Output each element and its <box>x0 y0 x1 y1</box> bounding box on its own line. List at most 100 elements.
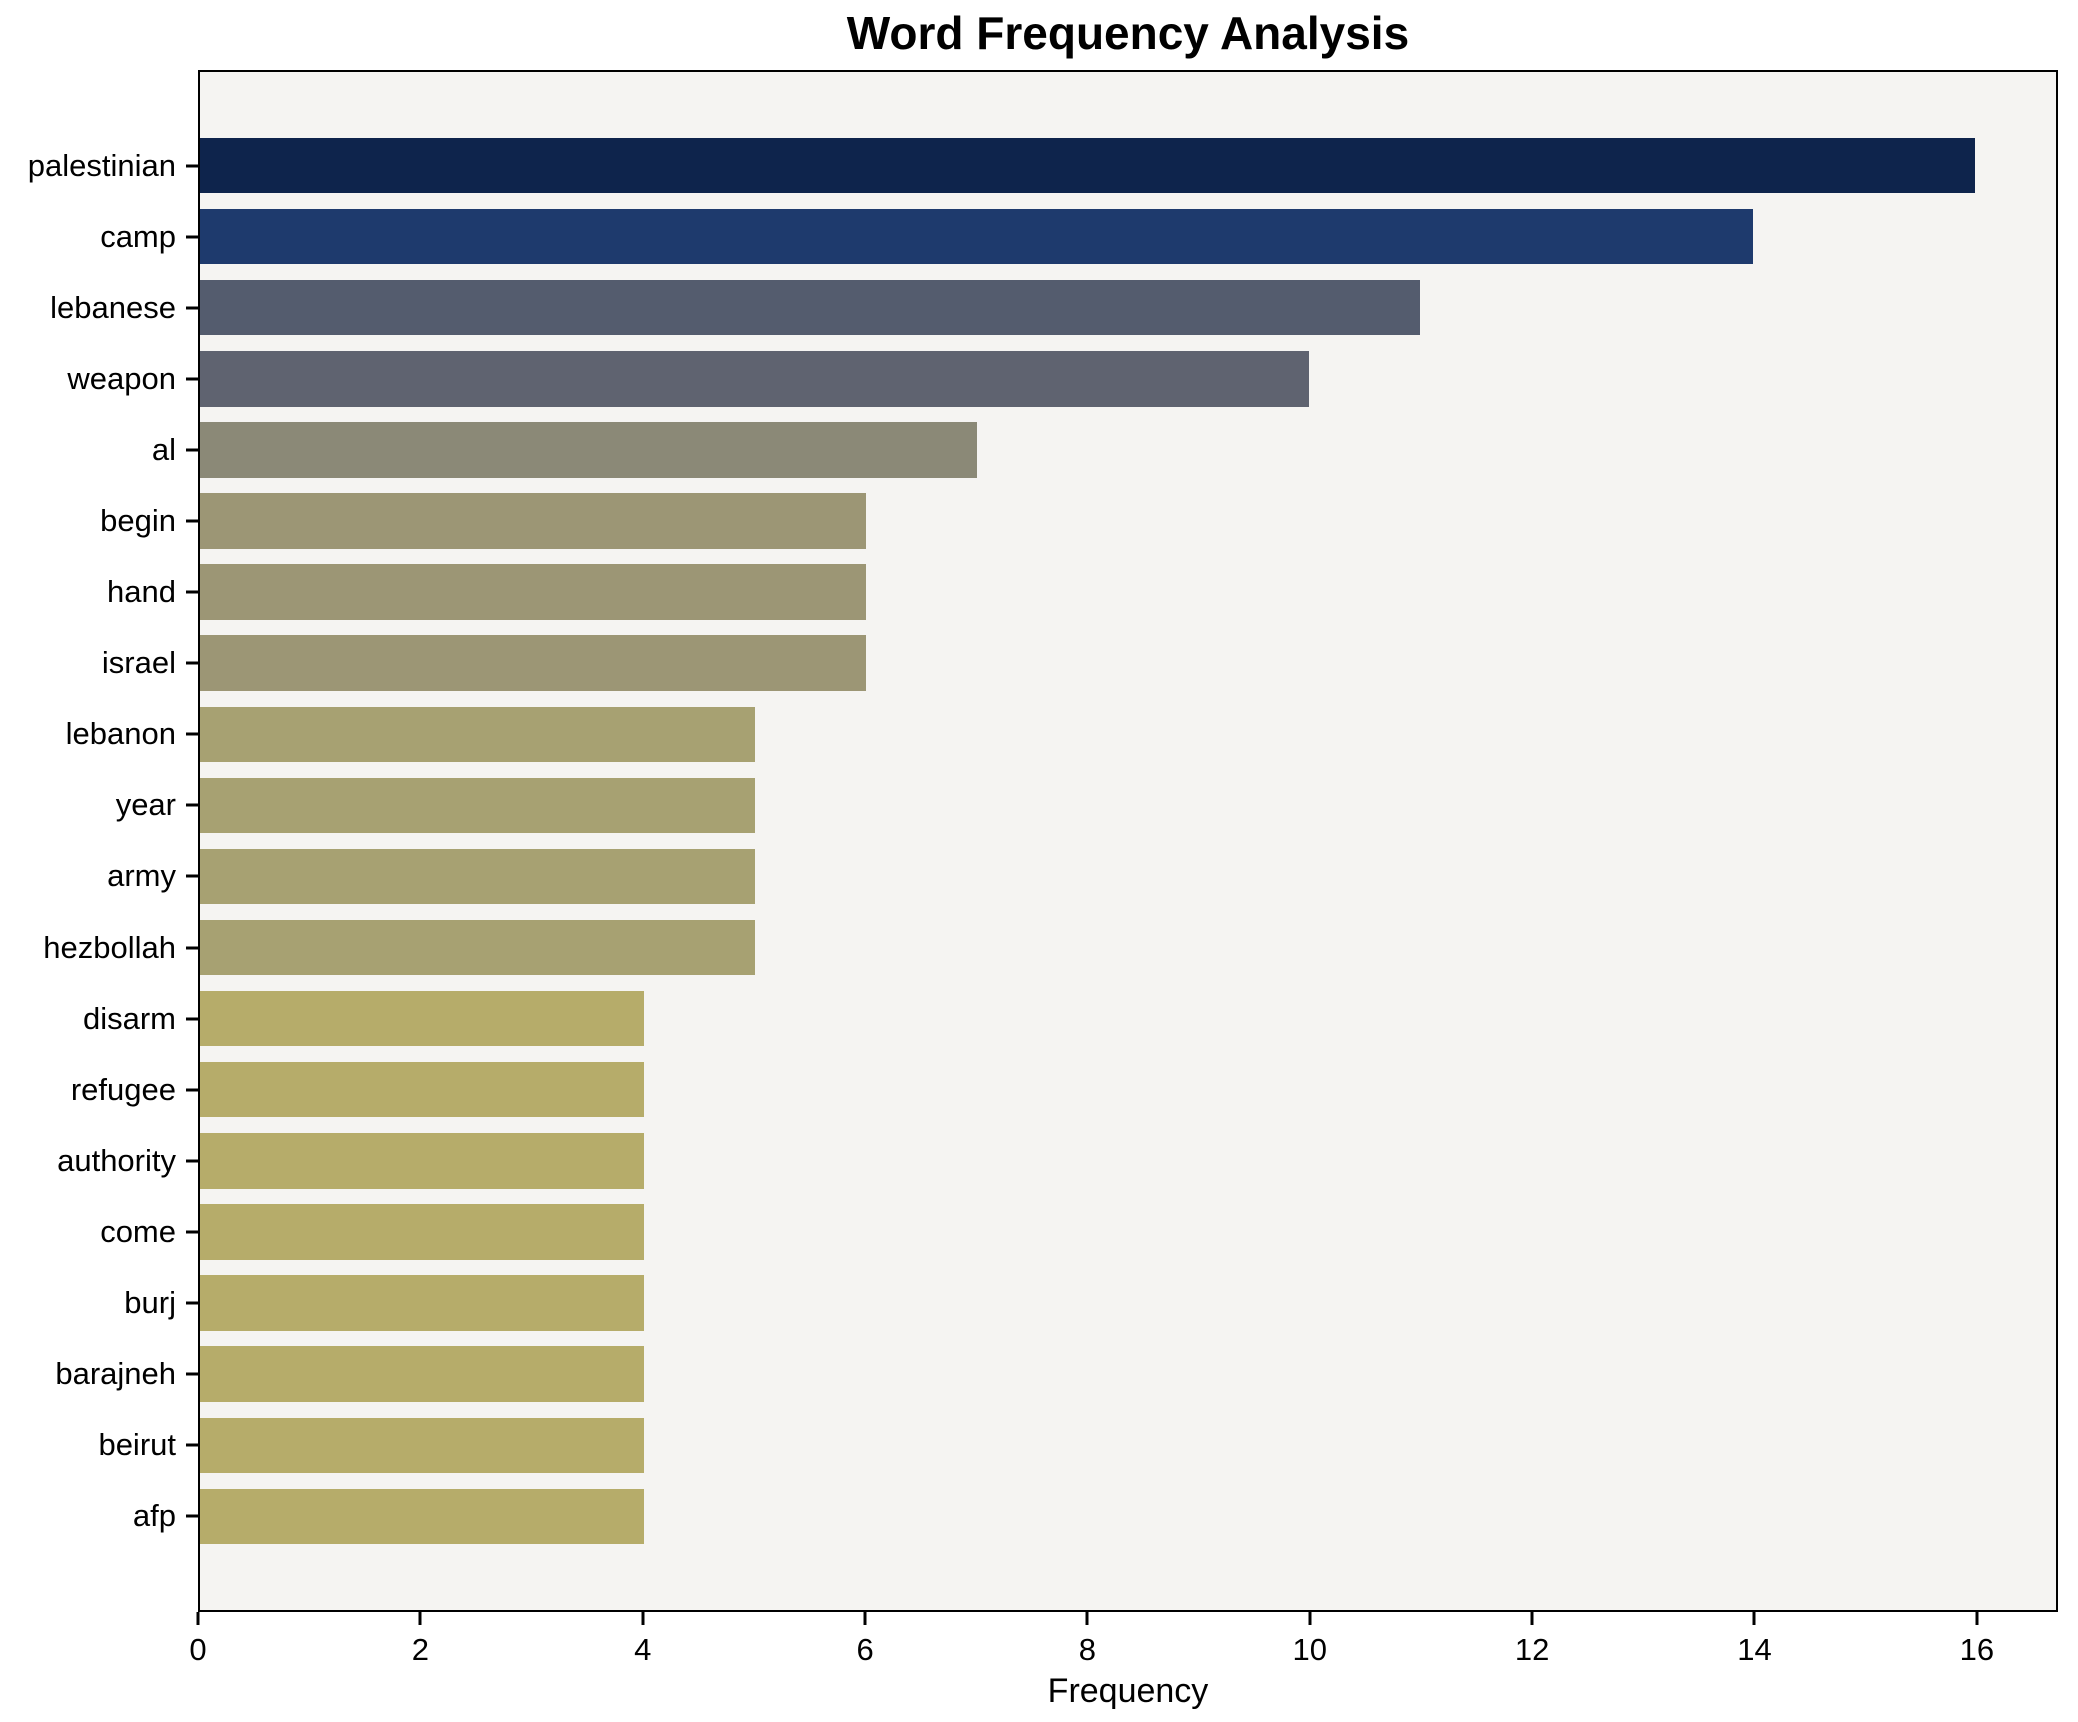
x-tick-mark <box>1752 1612 1756 1625</box>
x-tick-label: 0 <box>189 1632 207 1667</box>
y-tick-mark <box>186 803 198 807</box>
y-tick-label: beirut <box>98 1427 176 1463</box>
bar-row: refugee <box>71 1054 2056 1125</box>
bar-hezbollah <box>200 919 755 976</box>
bar-row: al <box>152 414 2056 485</box>
bar-row: begin <box>100 485 2056 556</box>
y-tick-mark <box>186 448 198 452</box>
y-tick-label: begin <box>100 503 176 539</box>
y-tick-mark <box>186 519 198 523</box>
bar-barajneh <box>200 1346 644 1402</box>
bar-row: afp <box>133 1481 2056 1552</box>
chart-title: Word Frequency Analysis <box>846 7 1410 59</box>
bar-camp <box>200 208 1754 265</box>
bar-disarm <box>200 990 644 1047</box>
bar-begin <box>200 493 866 549</box>
y-tick-label: hand <box>107 574 176 610</box>
bar-row: lebanese <box>50 272 2056 343</box>
y-tick-label: burj <box>124 1285 176 1321</box>
x-tick-mark <box>1975 1612 1979 1625</box>
x-tick-mark <box>1085 1612 1089 1625</box>
y-tick-label: year <box>115 787 176 823</box>
bar-row: palestinian <box>28 130 2056 201</box>
x-tick-label: 10 <box>1292 1632 1328 1667</box>
bar-lebanon <box>200 706 755 763</box>
bars-container: palestinian camp lebanese weapon al begin hand… <box>28 72 2056 1610</box>
x-tick-label: 8 <box>1078 1632 1097 1667</box>
bar-row: barajneh <box>55 1339 2056 1410</box>
y-tick-mark <box>186 164 198 168</box>
bar-row: army <box>107 841 2056 912</box>
y-tick-mark <box>186 1017 198 1021</box>
y-tick-mark <box>186 1159 198 1163</box>
bar-al <box>200 422 977 478</box>
y-tick-label: barajneh <box>55 1356 176 1392</box>
bar-row: hand <box>107 557 2056 628</box>
bar-come <box>200 1204 644 1260</box>
bar-beirut <box>200 1417 644 1473</box>
y-tick-mark <box>186 1301 198 1305</box>
x-tick-label: 16 <box>1959 1632 1995 1667</box>
y-tick-mark <box>186 1372 198 1376</box>
bar-row: burj <box>124 1268 2056 1339</box>
plot-area: palestinian camp lebanese weapon al begin hand… <box>28 70 2058 1612</box>
bar-row: weapon <box>67 343 2056 414</box>
y-tick-mark <box>186 377 198 381</box>
y-tick-mark <box>186 1514 198 1518</box>
y-tick-label: lebanon <box>65 716 176 752</box>
y-tick-mark <box>186 590 198 594</box>
y-tick-mark <box>186 306 198 310</box>
bar-refugee <box>200 1062 644 1118</box>
y-tick-label: refugee <box>70 1071 176 1107</box>
y-tick-label: afp <box>132 1498 176 1534</box>
x-tick-mark <box>641 1612 645 1625</box>
bar-row: come <box>100 1196 2056 1267</box>
x-tick-label: 4 <box>634 1632 652 1667</box>
y-tick-label: authority <box>57 1142 176 1178</box>
x-tick-label: 2 <box>411 1632 429 1667</box>
y-tick-label: weapon <box>67 360 176 396</box>
x-tick-mark <box>1530 1612 1534 1625</box>
bar-palestinian <box>200 137 1975 194</box>
x-tick-mark <box>418 1612 422 1625</box>
x-tick-label: 14 <box>1737 1632 1772 1667</box>
y-tick-label: palestinian <box>27 147 176 183</box>
y-tick-mark <box>186 1230 198 1234</box>
bar-row: lebanon <box>66 699 2056 770</box>
bar-authority <box>200 1133 644 1189</box>
y-tick-label: israel <box>101 645 176 681</box>
y-tick-label: army <box>107 858 176 894</box>
bar-weapon <box>200 351 1310 407</box>
x-axis-label: Frequency <box>1047 1672 1209 1710</box>
bar-afp <box>200 1488 644 1545</box>
bar-row: disarm <box>83 983 2056 1054</box>
bar-row: beirut <box>98 1410 2056 1481</box>
bar-burj <box>200 1275 644 1331</box>
x-tick-label: 12 <box>1514 1632 1550 1667</box>
bar-army <box>200 848 755 905</box>
bar-row: year <box>116 770 2056 841</box>
y-tick-mark <box>186 235 198 239</box>
bar-lebanese <box>200 280 1421 336</box>
bar-row: hezbollah <box>43 912 2056 983</box>
bar-row: authority <box>57 1125 2056 1196</box>
bar-row: camp <box>100 201 2056 272</box>
x-axis: 0 2 4 6 8 10 12 14 16 <box>189 1612 2058 1682</box>
bar-row: israel <box>102 628 2056 699</box>
y-tick-mark <box>186 661 198 665</box>
y-tick-label: hezbollah <box>43 929 176 965</box>
y-tick-label: lebanese <box>50 289 176 325</box>
bar-year <box>200 777 755 834</box>
y-tick-mark <box>186 732 198 736</box>
y-tick-label: camp <box>100 218 176 254</box>
y-tick-label: disarm <box>82 1000 176 1036</box>
x-tick-mark <box>1308 1612 1312 1625</box>
y-tick-mark <box>186 1088 198 1092</box>
x-tick-mark <box>863 1612 867 1625</box>
x-tick-mark <box>196 1612 200 1625</box>
y-tick-label: al <box>151 431 176 467</box>
bar-israel <box>200 635 866 691</box>
bar-hand <box>200 564 866 620</box>
y-tick-mark <box>186 874 198 878</box>
